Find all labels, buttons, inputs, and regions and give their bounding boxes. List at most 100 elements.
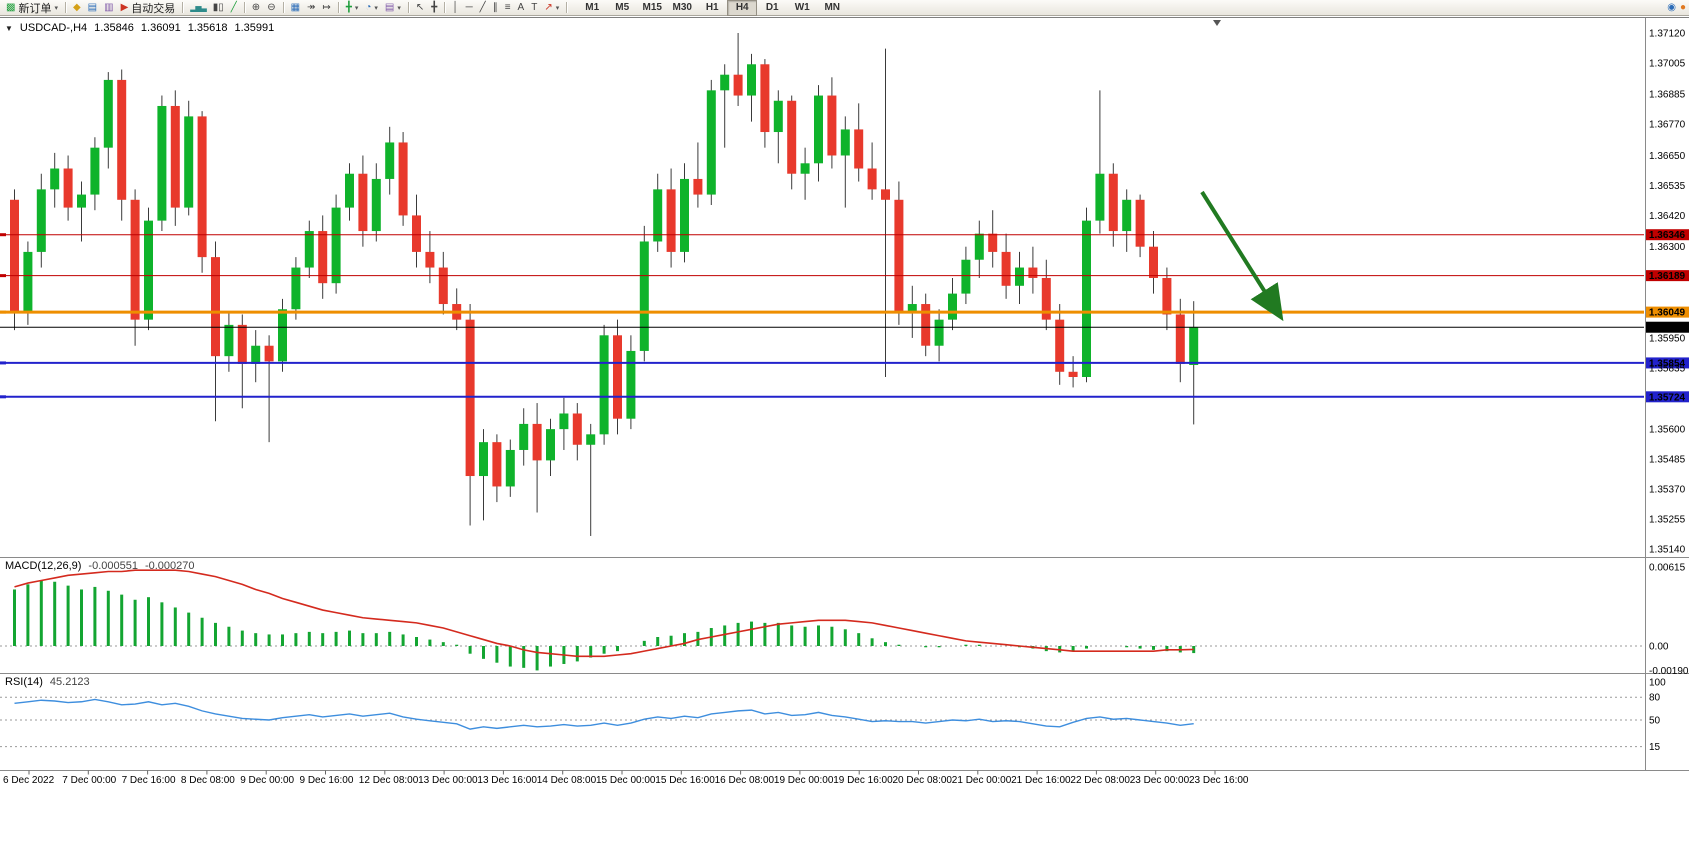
chevron-down-icon: ▾ — [354, 4, 359, 12]
fibonacci-tool-button[interactable]: ≡ — [502, 1, 514, 15]
vertical-line-icon: │ — [452, 1, 459, 13]
svg-text:1.37120: 1.37120 — [1649, 29, 1686, 40]
svg-text:15: 15 — [1649, 742, 1661, 753]
svg-text:15 Dec 00:00: 15 Dec 00:00 — [596, 775, 656, 786]
line-left-handle[interactable] — [0, 233, 6, 237]
price-tag: 1.36189 — [1646, 270, 1689, 282]
new-order-button[interactable]: ▩ 新订单 ▾ — [3, 1, 61, 15]
trend-arrow[interactable] — [1200, 190, 1284, 322]
timeframe-d1-button[interactable]: D1 — [765, 1, 779, 13]
svg-text:80: 80 — [1649, 693, 1661, 704]
text-tool-button[interactable]: A — [515, 1, 528, 15]
news-icon[interactable]: ● — [1679, 1, 1686, 13]
timeframe-m5-button[interactable]: M5 — [615, 1, 630, 13]
svg-text:9 Dec 00:00: 9 Dec 00:00 — [240, 775, 294, 786]
add-indicator-icon: ╋ — [345, 1, 352, 13]
macd-indicator: 0.00615 0.00 -0.001906 — [13, 563, 1689, 677]
autotrading-label: 自动交易 — [131, 2, 176, 15]
svg-text:0.00615: 0.00615 — [1649, 563, 1686, 574]
svg-text:22 Dec 08:00: 22 Dec 08:00 — [1070, 775, 1130, 786]
timeframe-h1-button[interactable]: H1 — [705, 1, 719, 13]
arrows-tool-button[interactable]: ↗ ▾ — [541, 1, 562, 15]
label-tool-button[interactable]: T — [528, 1, 540, 15]
cursor-button[interactable]: ↖ — [413, 1, 427, 15]
timeframe-mn-button[interactable]: MN — [824, 1, 840, 13]
market-watch-button[interactable]: ◆ — [70, 1, 84, 15]
price-tag: 1.36346 — [1646, 229, 1689, 241]
crosshair-icon: ╋ — [431, 1, 438, 13]
templates-button[interactable]: ▤ ▾ — [382, 1, 404, 15]
horizontal-line-tool-button[interactable]: ─ — [463, 1, 476, 15]
autotrading-button[interactable]: ▶ 自动交易 — [118, 1, 179, 15]
chart-canvas[interactable]: 1.36346 1.36189 1.36049 1.35854 1.35724 1.359… — [0, 18, 1689, 854]
data-window-button[interactable]: ▤ — [85, 1, 100, 15]
vertical-line-tool-button[interactable]: │ — [449, 1, 461, 15]
line-left-handle[interactable] — [0, 310, 6, 314]
toolbar-separator — [243, 2, 245, 13]
line-chart-icon: ╱ — [230, 1, 237, 13]
price-axis[interactable] — [1645, 18, 1689, 770]
price-axis-labels: 1.37120 1.37005 1.36885 1.36770 1.36650 1.365… — [1649, 29, 1686, 556]
timeframe-toolbar: M1 M5 M15 M30 H1 H4 D1 W1 MN — [577, 0, 847, 16]
svg-text:13 Dec 16:00: 13 Dec 16:00 — [477, 775, 537, 786]
line-left-handle[interactable] — [0, 395, 6, 399]
panel-separators — [0, 18, 1689, 771]
timeframe-m1-button[interactable]: M1 — [585, 1, 600, 13]
indicators-button[interactable]: ╋ ▾ — [343, 1, 362, 15]
candlestick-chart-button[interactable]: ▮▯ — [210, 1, 227, 15]
templates-icon: ▤ — [384, 1, 395, 13]
svg-text:1.36420: 1.36420 — [1649, 211, 1686, 222]
toolbar-separator — [182, 2, 184, 13]
chart-shift-button[interactable]: ↦ — [319, 1, 333, 15]
svg-text:7 Dec 16:00: 7 Dec 16:00 — [122, 775, 176, 786]
new-order-icon: ▩ — [6, 1, 16, 13]
timeframe-m15-button[interactable]: M15 — [642, 1, 662, 13]
line-left-handle[interactable] — [0, 274, 6, 278]
one-click-trading-dropdown-icon[interactable]: ▼ — [5, 23, 13, 33]
autotrading-icon: ▶ — [120, 1, 129, 13]
svg-text:1.35835: 1.35835 — [1649, 363, 1686, 374]
svg-text:1.35370: 1.35370 — [1649, 485, 1686, 496]
svg-text:1.36885: 1.36885 — [1649, 90, 1686, 101]
svg-text:19 Dec 00:00: 19 Dec 00:00 — [774, 775, 834, 786]
bar-chart-button[interactable]: ▂▅▃ — [187, 1, 208, 15]
navigator-button[interactable]: ▥ — [101, 1, 116, 15]
time-axis[interactable] — [0, 771, 1645, 788]
svg-text:1.35600: 1.35600 — [1649, 425, 1686, 436]
chart-shift-marker[interactable] — [1213, 20, 1221, 26]
crosshair-button[interactable]: ╋ — [428, 1, 440, 15]
timeframe-w1-button[interactable]: W1 — [794, 1, 810, 13]
cursor-icon: ↖ — [415, 1, 425, 13]
svg-text:1.35140: 1.35140 — [1649, 545, 1686, 556]
zoom-out-icon: ⊖ — [267, 1, 276, 13]
zoom-out-button[interactable]: ⊖ — [264, 1, 278, 15]
tile-windows-button[interactable]: ▦ — [288, 1, 303, 15]
svg-text:1.35724: 1.35724 — [1649, 392, 1686, 403]
ohlc-high: 1.36091 — [140, 22, 181, 34]
macd-label: MACD(12,26,9) -0.000551 -0.000270 — [5, 560, 195, 572]
trendline-tool-button[interactable]: ╱ — [477, 1, 489, 15]
zoom-in-icon: ⊕ — [251, 1, 261, 13]
chart-shift-icon: ↦ — [322, 1, 331, 13]
svg-text:9 Dec 16:00: 9 Dec 16:00 — [300, 775, 354, 786]
arrows-tool-icon: ↗ — [544, 1, 553, 13]
svg-text:1.36189: 1.36189 — [1649, 271, 1686, 282]
line-chart-button[interactable]: ╱ — [228, 1, 240, 15]
rsi-indicator: 100 80 50 15 — [14, 678, 1666, 753]
svg-text:1.36650: 1.36650 — [1649, 151, 1686, 162]
ohlc-close: 1.35991 — [234, 22, 275, 34]
svg-text:-0.001906: -0.001906 — [1649, 666, 1689, 677]
timeframe-m30-button[interactable]: M30 — [672, 1, 692, 13]
tile-windows-icon: ▦ — [290, 1, 301, 13]
new-order-label: 新订单 — [18, 2, 52, 15]
line-left-handle[interactable] — [0, 361, 6, 365]
channel-tool-button[interactable]: ∥ — [490, 1, 501, 15]
svg-text:0.00: 0.00 — [1649, 642, 1669, 653]
community-icon[interactable]: ◉ — [1667, 1, 1676, 13]
svg-text:23 Dec 00:00: 23 Dec 00:00 — [1130, 775, 1190, 786]
timeframe-h4-button[interactable]: H4 — [727, 0, 758, 16]
zoom-in-button[interactable]: ⊕ — [249, 1, 263, 15]
auto-scroll-button[interactable]: ↠ — [304, 1, 318, 15]
periods-button[interactable]: ◔ ▾ — [362, 1, 381, 15]
